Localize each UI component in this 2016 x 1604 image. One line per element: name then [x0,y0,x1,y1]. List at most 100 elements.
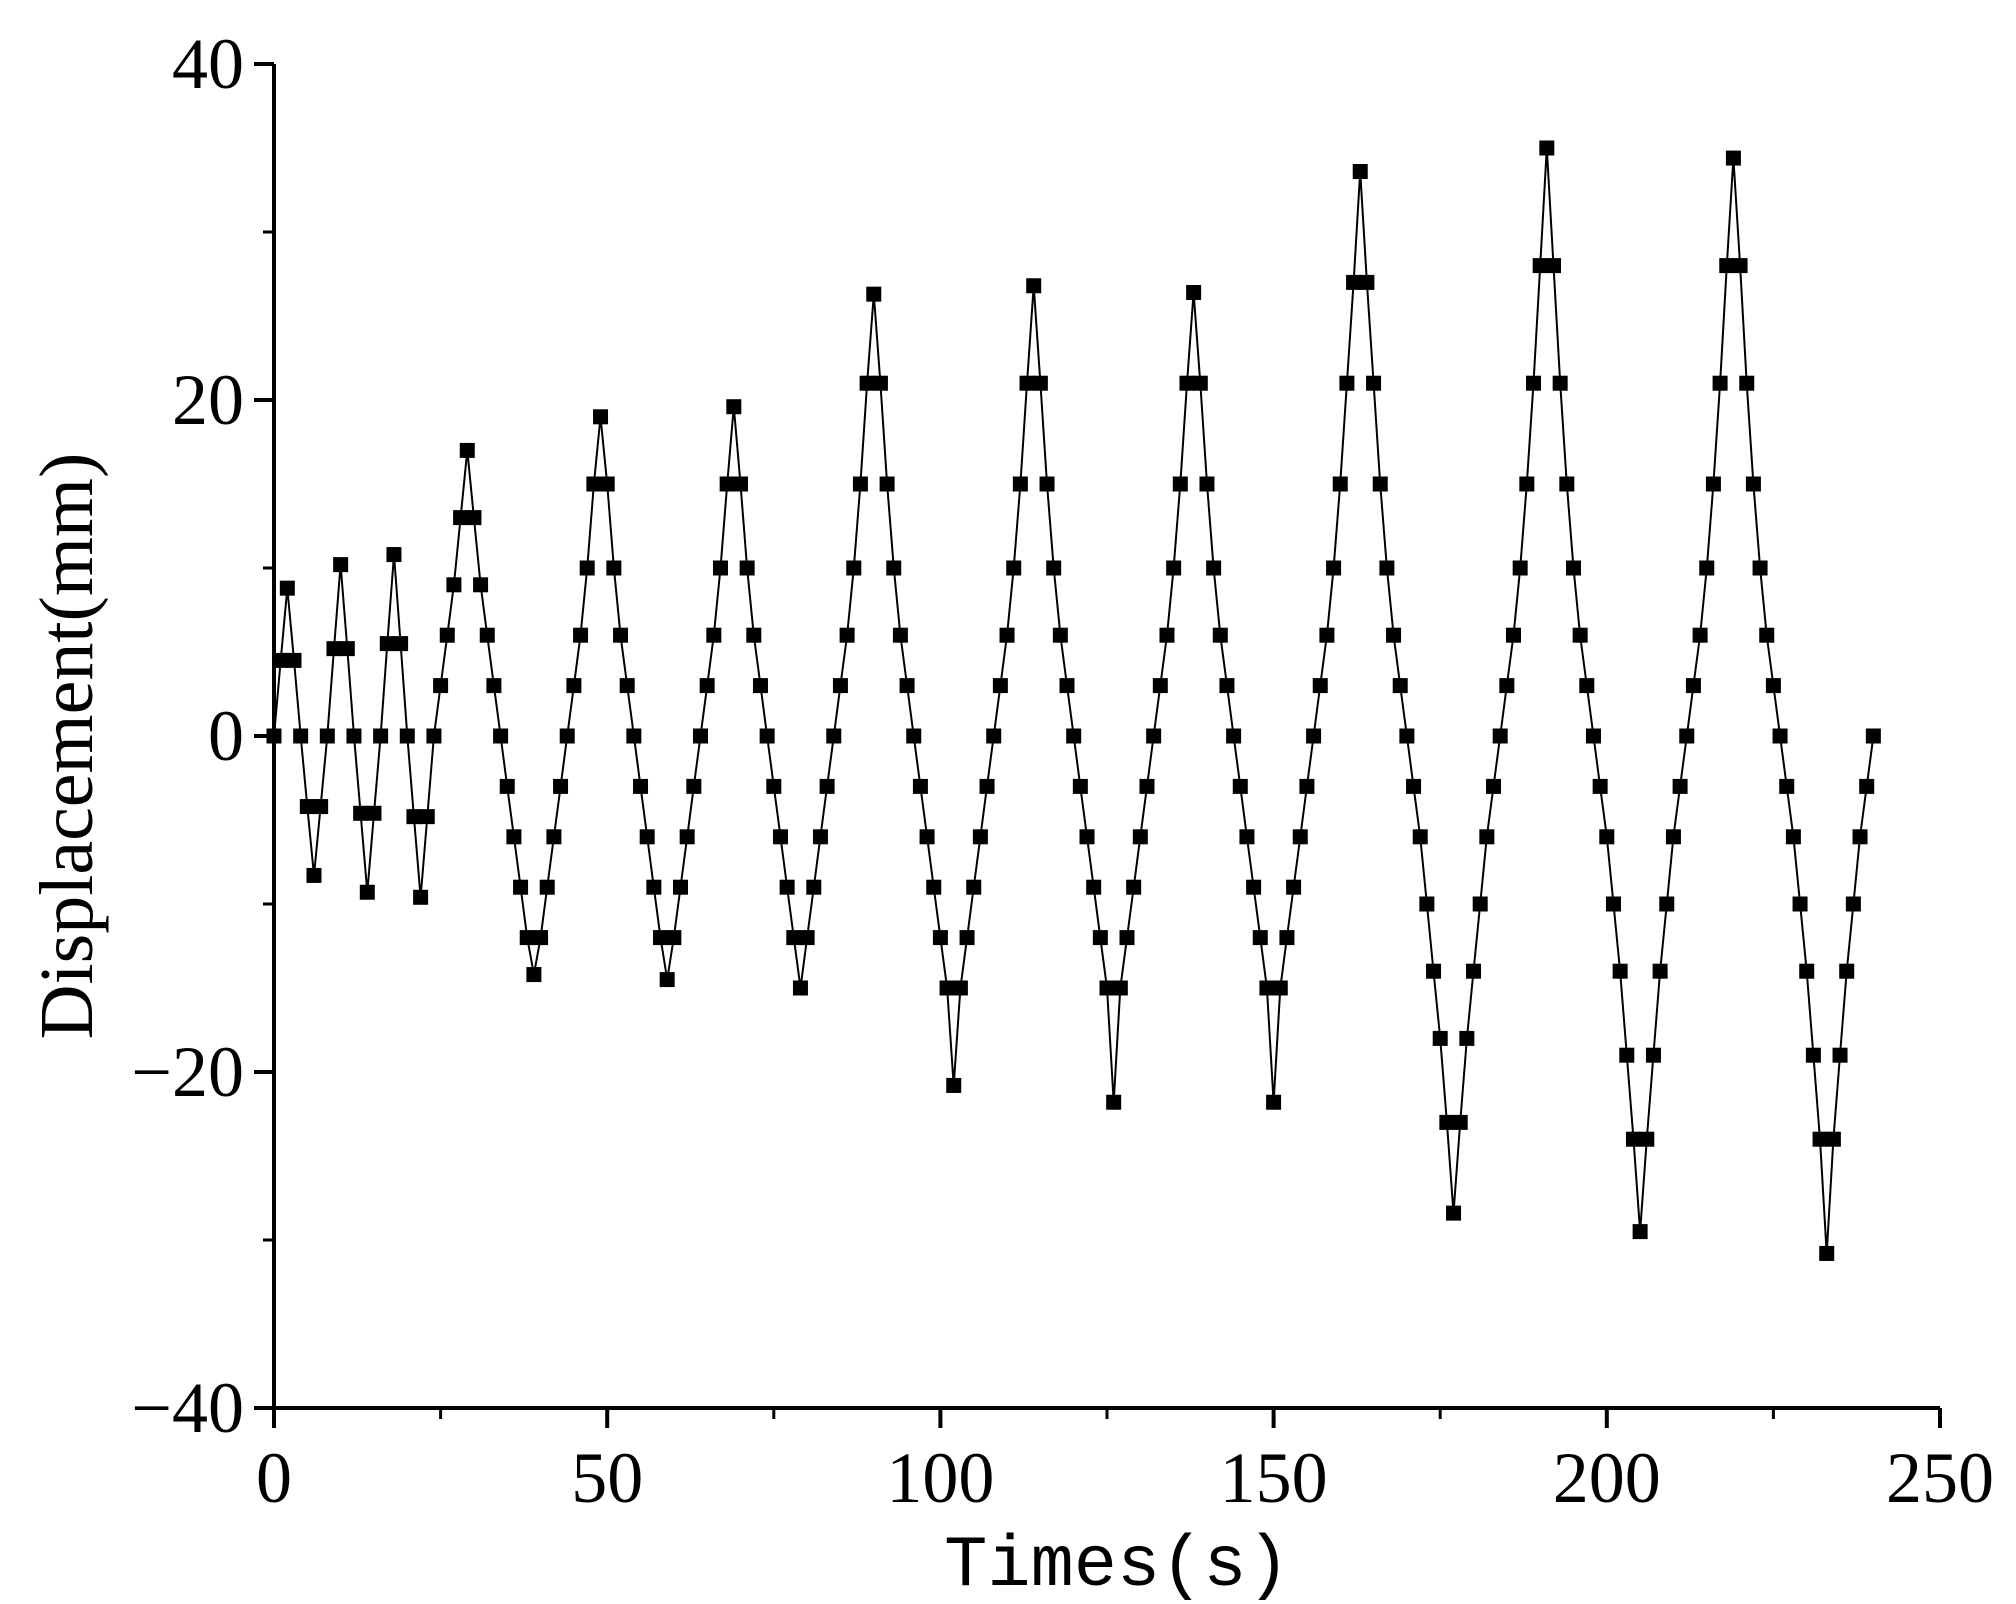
data-point [1732,258,1748,274]
data-point [466,510,482,526]
data-point [1479,829,1495,845]
data-point [1379,560,1395,576]
y-tick-label: 20 [172,360,244,440]
data-point [1565,560,1581,576]
data-point [1599,829,1615,845]
data-point [1692,627,1708,643]
data-point [1552,375,1568,391]
data-point [806,879,822,895]
data-point [959,930,975,946]
data-point [679,829,695,845]
data-point [1386,627,1402,643]
x-tick-label: 100 [886,1438,994,1518]
data-point [1832,1047,1848,1063]
data-point [879,476,895,492]
data-point [586,476,602,492]
data-point [1639,1131,1655,1147]
data-point [1026,278,1042,294]
data-point [1759,627,1775,643]
data-point [1545,258,1561,274]
data-point [892,627,908,643]
data-point [1459,1030,1475,1046]
data-point [1865,728,1881,744]
data-point [1332,476,1348,492]
data-point [1352,164,1368,180]
data-point [1446,1205,1462,1221]
data-point [553,778,569,794]
data-point [1712,375,1728,391]
data-point [1306,728,1322,744]
data-point [706,627,722,643]
data-point [673,879,689,895]
data-point [1299,778,1315,794]
data-point [453,510,469,526]
data-point [633,778,649,794]
data-point [1406,778,1422,794]
x-axis-title: Times(s) [944,1525,1290,1604]
data-point [992,678,1008,694]
data-point [1226,728,1242,744]
data-point [686,778,702,794]
data-point [819,778,835,794]
data-point [1072,778,1088,794]
data-point [573,627,589,643]
data-point [493,728,509,744]
data-point [866,286,882,302]
data-point [566,678,582,694]
data-point [1539,140,1555,156]
tick-labels: 0 50 100 150 200 250 −40 −20 0 20 40 [131,24,1994,1518]
data-point [446,577,462,593]
data-point [972,829,988,845]
data-point [846,560,862,576]
data-point [1739,375,1755,391]
data-point [393,636,409,652]
data-point [1592,778,1608,794]
data-point [1346,274,1362,290]
data-point [1785,829,1801,845]
data-point [1585,728,1601,744]
data-point [1252,930,1268,946]
data-point [886,560,902,576]
data-point [286,652,302,668]
x-tick-label: 250 [1886,1438,1994,1518]
data-point [812,829,828,845]
data-point [912,778,928,794]
data-point [459,442,475,458]
data-point [1086,879,1102,895]
data-point [1745,476,1761,492]
data-point [979,778,995,794]
data-point [1266,1094,1282,1110]
data-point [1805,1047,1821,1063]
data-point [526,967,542,983]
data-point [1559,476,1575,492]
data-point [1859,778,1875,794]
data-point [1172,476,1188,492]
data-point [373,728,389,744]
data-point [1605,896,1621,912]
data-point [339,641,355,657]
data-point [1486,778,1502,794]
data-point [1272,980,1288,996]
data-point [746,627,762,643]
data-point [533,930,549,946]
data-point [379,636,395,652]
data-point [766,778,782,794]
data-point [279,580,295,596]
data-point [1699,560,1715,576]
data-point [852,476,868,492]
data-point [1419,896,1435,912]
data-point [1032,375,1048,391]
data-point [699,678,715,694]
data-point [1665,829,1681,845]
data-point [1219,678,1235,694]
data-point [1052,627,1068,643]
data-point [1039,476,1055,492]
data-point [966,879,982,895]
data-point [1779,778,1795,794]
data-point [1772,728,1788,744]
data-point [1246,879,1262,895]
data-point [1799,963,1815,979]
data-point [1112,980,1128,996]
data-point [1439,1114,1455,1130]
y-axis-title: Displacement(mm) [25,453,109,1040]
